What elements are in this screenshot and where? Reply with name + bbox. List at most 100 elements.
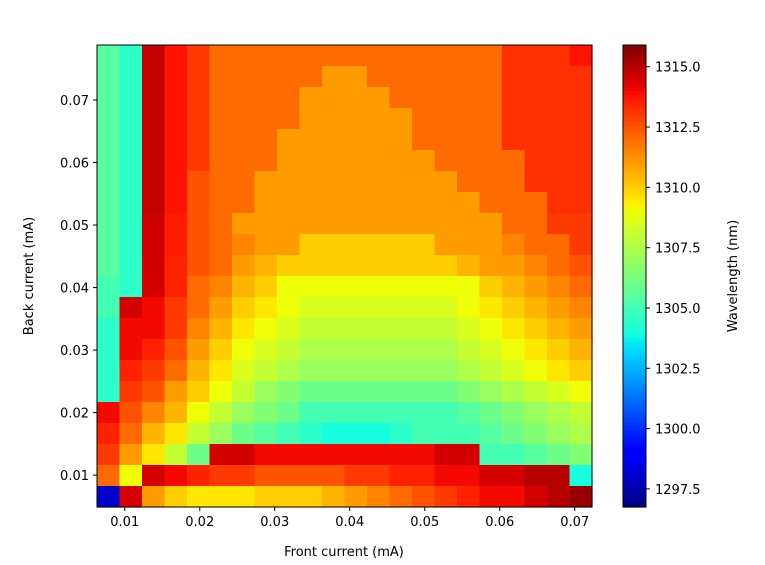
heatmap-cell [187,45,211,67]
heatmap-cell [322,45,346,67]
heatmap-cell [479,297,503,319]
heatmap-cell [97,444,121,466]
heatmap-cell [187,66,211,88]
heatmap-cell [412,423,436,445]
heatmap-cell [344,192,368,214]
colorbar-segment [623,245,646,250]
heatmap-cell [277,192,301,214]
heatmap-cell [277,45,301,67]
colorbar-segment [623,199,646,204]
heatmap-cell [277,486,301,508]
colorbar-axis: 1297.5 1300.0 1302.5 1305.0 1307.5 1310.0 1312… [646,61,701,498]
colorbar-segment [623,410,646,416]
heatmap-cell [479,192,503,214]
heatmap-cell [344,150,368,172]
heatmap-cell [97,45,121,67]
y-axis-label: Back current (mA) [22,217,37,335]
heatmap-cell [344,108,368,130]
heatmap-cell [209,423,233,445]
heatmap-cell [232,318,256,340]
heatmap-cell [209,255,233,277]
heatmap-cell [547,444,571,466]
heatmap-cell [142,108,166,130]
heatmap-cell [367,129,391,151]
colorbar-segment [623,387,646,393]
heatmap-cell [367,213,391,235]
heatmap-cell [232,108,256,130]
colorbar-segment [623,260,646,266]
heatmap-cell [412,255,436,277]
heatmap-cell [389,87,413,109]
heatmap-cell [457,402,481,424]
heatmap-cell [547,150,571,172]
heatmap-cell [277,276,301,298]
heatmap-cell [389,108,413,130]
heatmap-cell [524,171,548,193]
colorbar-segment [623,187,646,192]
heatmap-cell [277,129,301,151]
heatmap-cell [187,213,211,235]
colorbar-segment [623,237,646,242]
heatmap-cell [299,423,323,445]
heatmap-cell [434,192,458,214]
heatmap-cell [187,150,211,172]
colorbar-segment [623,356,646,362]
heatmap-cell [322,339,346,361]
heatmap-cell [299,318,323,340]
heatmap-cell [412,150,436,172]
heatmap-cell [502,444,526,466]
colorbar-label: Wavelength (nm) [726,220,741,332]
heatmap-cell [367,465,391,487]
heatmap-cell [277,297,301,319]
heatmap-cell [479,423,503,445]
heatmap-cell [277,255,301,277]
heatmap-cell [254,192,278,214]
heatmap-cell [344,318,368,340]
colorbar-segment [623,95,646,100]
heatmap-cell [457,423,481,445]
colorbar-segment [623,349,646,354]
heatmap-cell [232,171,256,193]
heatmap-cell [299,276,323,298]
heatmap-cell [209,129,233,151]
heatmap-cell [502,297,526,319]
colorbar-segment [623,148,646,154]
colorbar-tick-label: 1305.0 [655,302,701,317]
heatmap-cell [389,45,413,67]
heatmap-cell [389,234,413,256]
colorbar-segment [623,222,646,227]
heatmap-cell [254,45,278,67]
heatmap-cell [254,486,278,508]
heatmap-cell [524,402,548,424]
heatmap-cell [412,108,436,130]
heatmap-cell [524,423,548,445]
colorbar-segment [623,318,646,323]
colorbar-segment [623,472,646,477]
heatmap-cell [367,381,391,403]
heatmap-cell [209,234,233,256]
heatmap-cell [569,318,593,340]
heatmap-cell [457,45,481,67]
heatmap-cell [232,192,256,214]
heatmap-cell [187,234,211,256]
heatmap-cell [187,276,211,298]
heatmap-cell [232,381,256,403]
heatmap-cell [412,318,436,340]
heatmap-cell [547,108,571,130]
heatmap-cell [547,402,571,424]
colorbar-segment [623,210,646,215]
heatmap-cell [434,213,458,235]
heatmap-cell [299,108,323,130]
heatmap-cell [502,339,526,361]
heatmap-cell [524,486,548,508]
heatmap-cell [502,213,526,235]
heatmap-cell [232,360,256,382]
heatmap-cell [344,423,368,445]
colorbar-segment [623,145,646,150]
heatmap-cell [97,297,121,319]
heatmap-cell [457,381,481,403]
y-tick-label: 0.06 [60,157,89,172]
heatmap-cell [389,465,413,487]
heatmap-cell [367,45,391,67]
colorbar-tick-label: 1312.5 [655,121,701,136]
